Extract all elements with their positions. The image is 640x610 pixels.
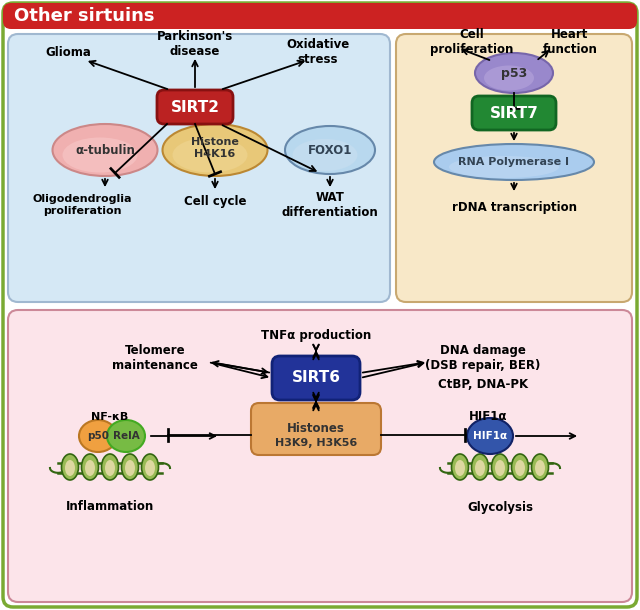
Ellipse shape xyxy=(122,454,138,480)
Text: Glioma: Glioma xyxy=(45,46,91,59)
FancyBboxPatch shape xyxy=(396,34,632,302)
Text: SIRT6: SIRT6 xyxy=(291,370,340,386)
FancyBboxPatch shape xyxy=(8,310,632,602)
Text: Inflammation: Inflammation xyxy=(66,500,154,514)
Text: SIRT7: SIRT7 xyxy=(490,106,538,121)
Ellipse shape xyxy=(434,144,594,180)
Ellipse shape xyxy=(105,460,115,476)
FancyBboxPatch shape xyxy=(3,3,637,607)
Text: WAT
differentiation: WAT differentiation xyxy=(282,191,378,219)
Text: FOXO1: FOXO1 xyxy=(308,143,352,157)
FancyBboxPatch shape xyxy=(157,90,233,124)
Text: CtBP, DNA-PK: CtBP, DNA-PK xyxy=(438,378,528,392)
FancyBboxPatch shape xyxy=(8,34,390,302)
Text: Telomere
maintenance: Telomere maintenance xyxy=(112,344,198,372)
Text: α-tubulin: α-tubulin xyxy=(75,143,135,157)
Text: p50: p50 xyxy=(87,431,109,441)
Text: Histones: Histones xyxy=(287,423,345,436)
FancyBboxPatch shape xyxy=(251,403,381,455)
Ellipse shape xyxy=(467,418,513,454)
Ellipse shape xyxy=(475,53,553,93)
Ellipse shape xyxy=(484,65,534,90)
Ellipse shape xyxy=(107,420,145,452)
Ellipse shape xyxy=(81,454,99,480)
Text: RNA Polymerase I: RNA Polymerase I xyxy=(458,157,570,167)
FancyBboxPatch shape xyxy=(3,3,637,29)
Ellipse shape xyxy=(52,124,157,176)
Text: DNA damage
(DSB repair, BER): DNA damage (DSB repair, BER) xyxy=(426,344,541,372)
Text: p53: p53 xyxy=(501,66,527,79)
Text: Other sirtuins: Other sirtuins xyxy=(14,7,154,25)
Text: HIF1α: HIF1α xyxy=(468,411,508,423)
Text: Glycolysis: Glycolysis xyxy=(467,500,533,514)
Text: RelA: RelA xyxy=(113,431,140,441)
Text: Oxidative
stress: Oxidative stress xyxy=(286,38,349,66)
Text: Parkinson's
disease: Parkinson's disease xyxy=(157,30,233,58)
Ellipse shape xyxy=(163,124,268,176)
Ellipse shape xyxy=(125,460,135,476)
Text: H3K9, H3K56: H3K9, H3K56 xyxy=(275,438,357,448)
Ellipse shape xyxy=(145,460,155,476)
Ellipse shape xyxy=(455,460,465,476)
Ellipse shape xyxy=(449,156,559,178)
Text: HIF1α: HIF1α xyxy=(473,431,507,441)
Ellipse shape xyxy=(141,454,159,480)
Ellipse shape xyxy=(515,460,525,476)
Ellipse shape xyxy=(61,454,79,480)
Ellipse shape xyxy=(495,460,505,476)
Ellipse shape xyxy=(63,137,138,173)
Ellipse shape xyxy=(472,454,488,480)
Ellipse shape xyxy=(102,454,118,480)
Ellipse shape xyxy=(173,137,248,173)
Text: Oligodendroglia
proliferation: Oligodendroglia proliferation xyxy=(32,194,132,216)
Text: NF-κB: NF-κB xyxy=(92,412,129,422)
Ellipse shape xyxy=(292,139,358,171)
Text: Histone
H4K16: Histone H4K16 xyxy=(191,137,239,159)
Ellipse shape xyxy=(511,454,529,480)
Ellipse shape xyxy=(65,460,75,476)
Text: SIRT2: SIRT2 xyxy=(170,99,220,115)
Text: Heart
function: Heart function xyxy=(543,28,597,56)
Ellipse shape xyxy=(531,454,548,480)
FancyBboxPatch shape xyxy=(272,356,360,400)
Ellipse shape xyxy=(79,420,117,452)
Ellipse shape xyxy=(285,126,375,174)
Ellipse shape xyxy=(85,460,95,476)
Ellipse shape xyxy=(475,460,485,476)
Ellipse shape xyxy=(535,460,545,476)
Text: Cell
proliferation: Cell proliferation xyxy=(430,28,514,56)
FancyBboxPatch shape xyxy=(472,96,556,130)
Ellipse shape xyxy=(492,454,509,480)
Text: Cell cycle: Cell cycle xyxy=(184,195,246,209)
Text: TNFα production: TNFα production xyxy=(261,329,371,342)
Ellipse shape xyxy=(451,454,468,480)
Text: rDNA transcription: rDNA transcription xyxy=(451,201,577,213)
